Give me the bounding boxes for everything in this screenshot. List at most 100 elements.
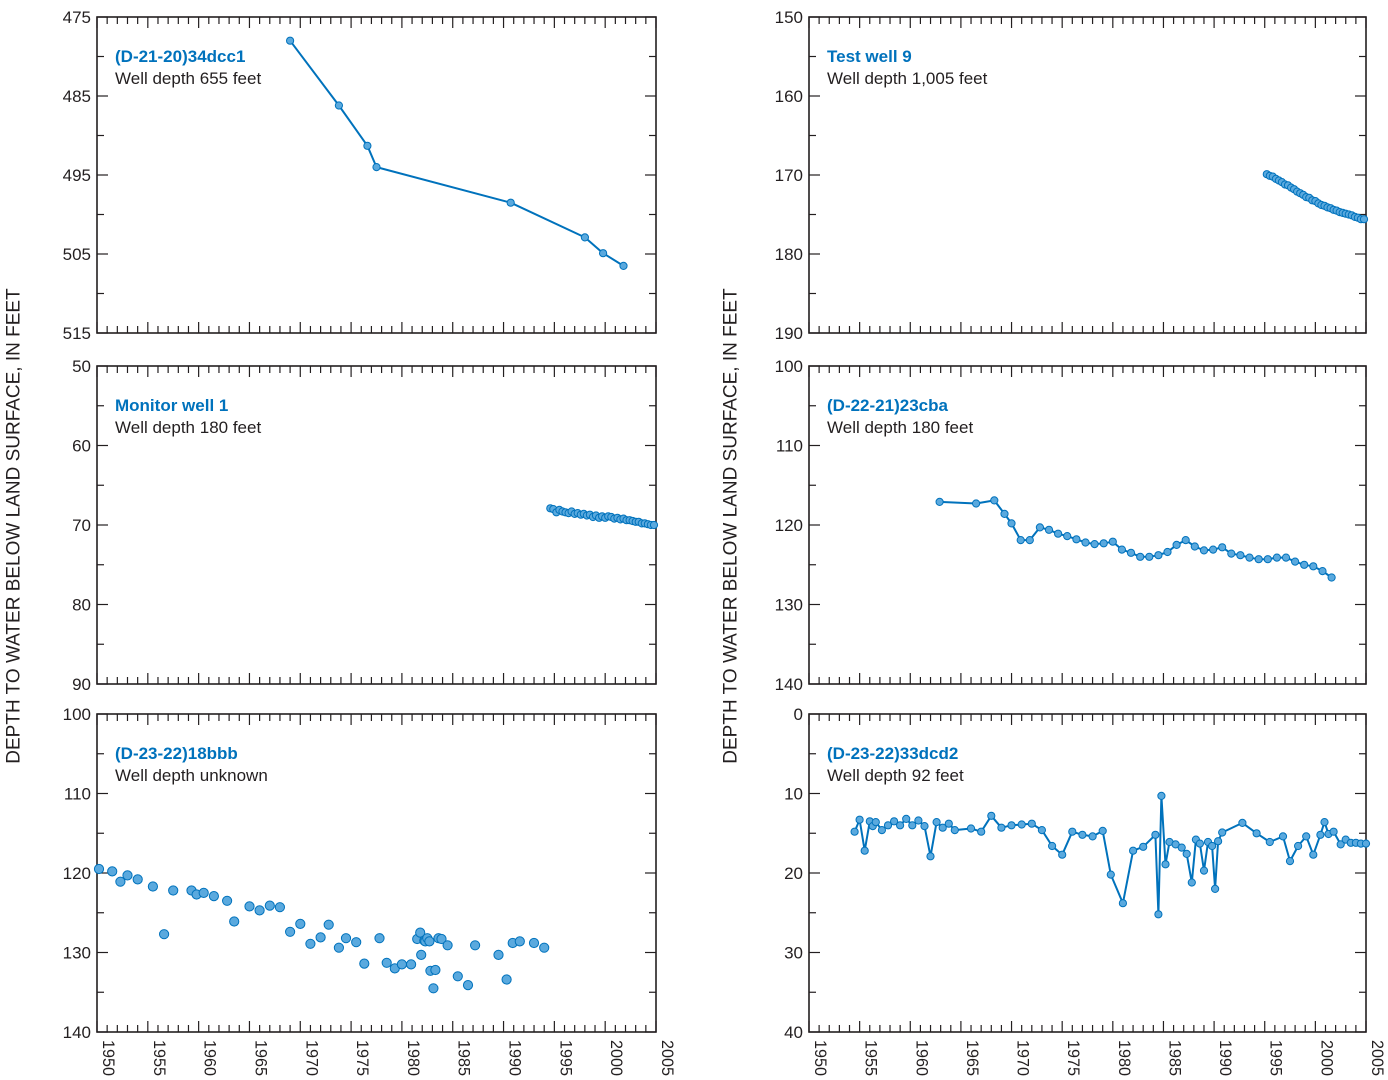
x-tick-label: 1970 [302, 1040, 321, 1076]
data-point [1187, 878, 1196, 887]
data-point [1081, 538, 1090, 547]
data-point [1218, 543, 1227, 552]
chart-panel: 50 60 70 80 90 Monitor well 1 Well depth 180 f… [72, 357, 659, 694]
well-name: (D-21-20)34dcc1 [115, 47, 245, 66]
data-point [1098, 826, 1107, 836]
data-point [381, 957, 392, 968]
data-point [372, 163, 381, 172]
data-point [1068, 827, 1077, 836]
y-axis-label-right: DEPTH TO WATER BELOW LAND SURFACE, IN FE… [720, 288, 742, 764]
y-tick-label: 110 [776, 437, 803, 456]
data-point [359, 958, 370, 969]
data-point [416, 949, 427, 961]
data-point [1177, 843, 1186, 852]
y-tick-label: 50 [72, 357, 91, 376]
data-point [363, 141, 372, 150]
data-point [1163, 547, 1172, 557]
data-point [1048, 841, 1057, 851]
y-tick-label: 485 [63, 87, 91, 106]
data-point [1281, 553, 1291, 562]
data-point [305, 938, 316, 949]
data-point [935, 497, 944, 506]
data-point [977, 827, 986, 836]
y-tick-label: 495 [63, 166, 91, 185]
chart-panel: 100 110 120 130 140 1950 1955 1960 1965 1970 1975 1… [63, 705, 677, 1076]
data-point [147, 881, 158, 892]
x-tick-label: 1995 [1267, 1040, 1286, 1076]
data-point [222, 895, 233, 906]
x-tick-label: 1955 [862, 1040, 881, 1076]
data-point [938, 823, 947, 832]
well-name: Test well 9 [827, 47, 912, 66]
data-point [1058, 850, 1067, 859]
data-point [1007, 519, 1016, 528]
well-depth: Well depth 180 feet [827, 418, 973, 437]
x-tick-label: 1985 [1165, 1040, 1184, 1076]
data-point [1285, 857, 1295, 866]
data-point [1272, 553, 1282, 562]
x-tick-label: 1995 [556, 1040, 575, 1076]
data-point [1063, 532, 1072, 541]
data-point [229, 916, 240, 927]
data-point [1139, 842, 1148, 851]
data-point [430, 964, 441, 976]
data-point [107, 866, 118, 877]
data-point [1035, 523, 1045, 532]
y-tick-label: 90 [72, 675, 91, 694]
y-tick-label: 110 [64, 785, 91, 804]
x-tick-label: 2000 [1317, 1040, 1336, 1076]
data-point [944, 819, 953, 828]
y-tick-label: 140 [775, 675, 803, 694]
y-tick-label: 140 [63, 1023, 91, 1042]
well-depth: Well depth 180 feet [115, 418, 261, 437]
x-tick-label: 2005 [658, 1040, 677, 1076]
data-point [1263, 555, 1272, 564]
data-point [132, 874, 143, 885]
data-point [208, 891, 219, 902]
y-tick-label: 160 [775, 87, 803, 106]
data-point [1211, 884, 1220, 894]
series-line [939, 499, 1333, 579]
x-tick-label: 1990 [1216, 1040, 1235, 1076]
data-point [1245, 553, 1254, 562]
data-point [333, 942, 344, 953]
data-point [1145, 552, 1154, 561]
y-tick-label: 120 [775, 516, 803, 535]
data-point [1106, 870, 1115, 879]
x-tick-label: 2000 [607, 1040, 626, 1076]
well-name: (D-23-22)33dcd2 [827, 744, 958, 763]
y-tick-label: 190 [775, 324, 803, 343]
data-point [334, 101, 343, 110]
data-point [877, 826, 887, 835]
data-point [501, 974, 512, 985]
data-point [1265, 837, 1274, 847]
data-point [1320, 818, 1329, 827]
well-depth: Well depth unknown [115, 766, 268, 785]
data-point [883, 821, 893, 830]
data-point [1309, 850, 1318, 859]
data-point [1118, 899, 1128, 908]
data-point [1208, 841, 1217, 851]
data-point [1236, 551, 1245, 560]
data-point [514, 936, 525, 947]
data-point [406, 959, 417, 970]
data-point [1072, 535, 1081, 544]
y-tick-label: 130 [63, 944, 91, 963]
data-point [198, 887, 209, 899]
data-point [1199, 866, 1209, 875]
data-point [264, 900, 275, 911]
data-point [1190, 542, 1199, 551]
data-point [1254, 555, 1263, 564]
data-point [649, 520, 659, 530]
data-point [286, 36, 295, 45]
chart-panel: 475 485 495 505 515 (D-21-20)34dcc1 Well depth… [63, 8, 657, 343]
data-point [871, 818, 880, 827]
y-tick-label: 100 [775, 357, 803, 376]
data-point [470, 940, 481, 951]
data-point [926, 852, 935, 861]
data-point [850, 827, 859, 836]
data-point [374, 933, 385, 944]
data-point [1209, 545, 1218, 554]
data-point [1078, 830, 1087, 839]
